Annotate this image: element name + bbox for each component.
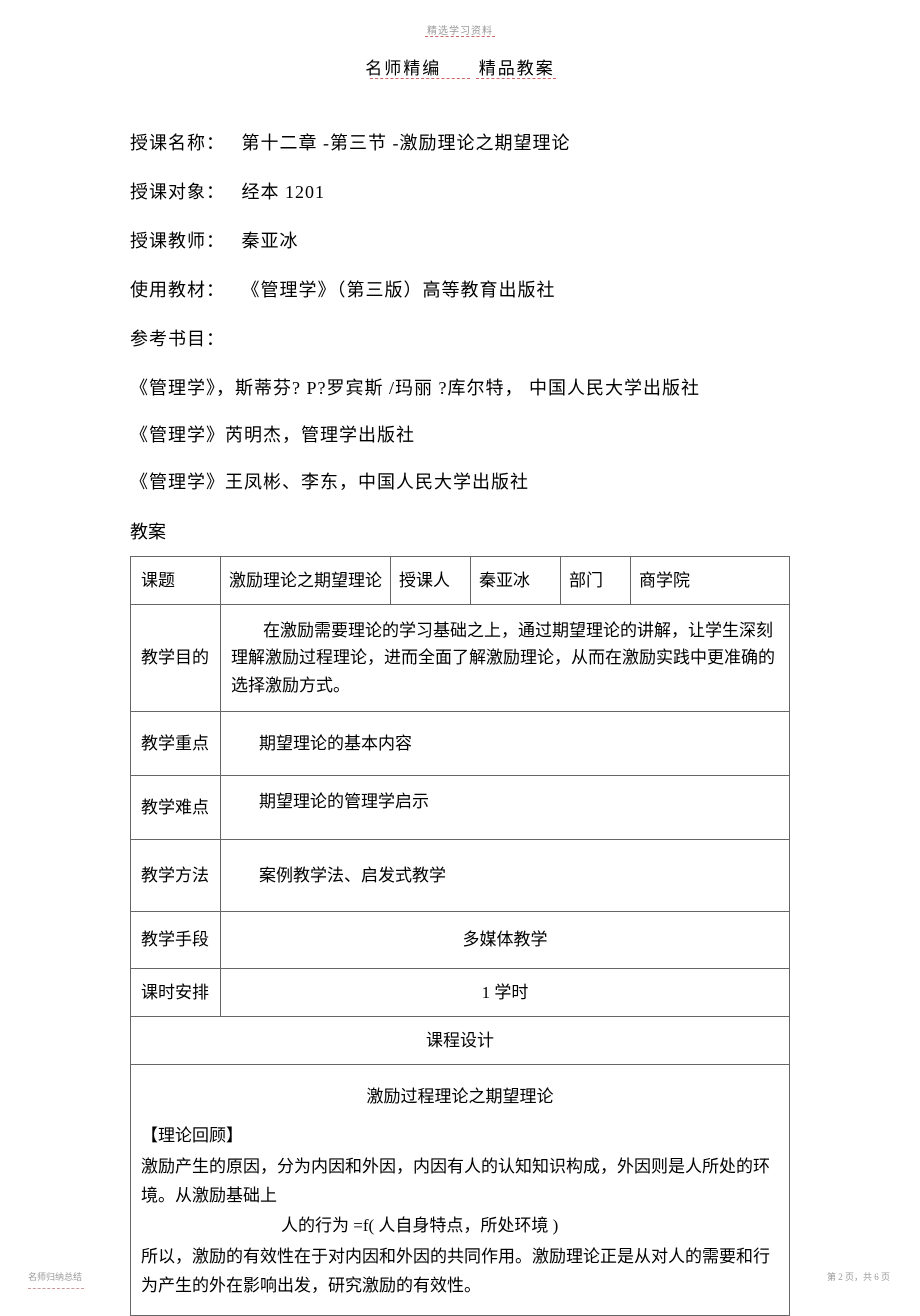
lecture-teacher-value: 秦亚冰 — [242, 231, 299, 251]
means-value-cell: 多媒体教学 — [221, 912, 790, 968]
objective-label-cell: 教学目的 — [131, 605, 221, 712]
body-section-label: 【理论回顾】 — [141, 1122, 779, 1151]
keypoint-label-cell: 教学重点 — [131, 711, 221, 775]
difficulty-label-cell: 教学难点 — [131, 775, 221, 839]
keypoint-value-cell: 期望理论的基本内容 — [221, 711, 790, 775]
table-row: 课题 激励理论之期望理论 授课人 秦亚冰 部门 商学院 — [131, 557, 790, 605]
instructor-label-cell: 授课人 — [391, 557, 471, 605]
top-watermark: 精选学习资料 — [427, 22, 493, 37]
course-design-header: 课程设计 — [131, 1016, 790, 1064]
instructor-value-cell: 秦亚冰 — [471, 557, 561, 605]
body-title: 激励过程理论之期望理论 — [141, 1083, 779, 1112]
header-right-text: 精品教案 — [479, 59, 555, 78]
lecture-name-row: 授课名称： 第十二章 -第三节 -激励理论之期望理论 — [130, 130, 790, 157]
reference-item: 《管理学》，斯蒂芬? P?罗宾斯 /玛丽 ?库尔特， 中国人民大学出版社 — [130, 375, 790, 402]
textbook-row: 使用教材： 《管理学》（第三版）高等教育出版社 — [130, 277, 790, 304]
body-formula: 人的行为 =f( 人自身特点，所处环境 ) — [281, 1212, 779, 1241]
header-underline-left — [370, 78, 470, 79]
table-row: 课程设计 — [131, 1016, 790, 1064]
course-body: 激励过程理论之期望理论 【理论回顾】 激励产生的原因，分为内因和外因，内因有人的… — [141, 1083, 779, 1301]
method-value-cell: 案例教学法、启发式教学 — [221, 840, 790, 912]
table-row: 课时安排 1 学时 — [131, 968, 790, 1016]
reference-item: 《管理学》芮明杰，管理学出版社 — [130, 422, 790, 449]
lecture-target-label: 授课对象： — [130, 182, 225, 202]
table-row: 激励过程理论之期望理论 【理论回顾】 激励产生的原因，分为内因和外因，内因有人的… — [131, 1064, 790, 1315]
hours-value-cell: 1 学时 — [221, 968, 790, 1016]
method-label-cell: 教学方法 — [131, 840, 221, 912]
course-body-cell: 激励过程理论之期望理论 【理论回顾】 激励产生的原因，分为内因和外因，内因有人的… — [131, 1064, 790, 1315]
textbook-value: 《管理学》（第三版）高等教育出版社 — [242, 280, 556, 300]
lecture-name-value: 第十二章 -第三节 -激励理论之期望理论 — [242, 133, 571, 153]
lecture-name-label: 授课名称： — [130, 133, 225, 153]
lesson-plan-table: 课题 激励理论之期望理论 授课人 秦亚冰 部门 商学院 教学目的 在激励需要理论… — [130, 556, 790, 1316]
page-header: 名师精编 精品教案 — [365, 54, 555, 79]
lecture-target-row: 授课对象： 经本 1201 — [130, 179, 790, 206]
topic-label-cell: 课题 — [131, 557, 221, 605]
body-paragraph: 所以，激励的有效性在于对内因和外因的共同作用。激励理论正是从对人的需要和行为产生… — [141, 1243, 779, 1301]
header-left-text: 名师精编 — [365, 59, 441, 78]
body-paragraph: 激励产生的原因，分为内因和外因，内因有人的认知知识构成，外因则是人所处的环境。从… — [141, 1153, 779, 1211]
means-label-cell: 教学手段 — [131, 912, 221, 968]
table-row: 教学方法 案例教学法、启发式教学 — [131, 840, 790, 912]
dept-label-cell: 部门 — [561, 557, 631, 605]
lecture-teacher-row: 授课教师： 秦亚冰 — [130, 228, 790, 255]
top-watermark-underline — [425, 36, 495, 37]
reference-item: 《管理学》王凤彬、李东，中国人民大学出版社 — [130, 469, 790, 496]
hours-label-cell: 课时安排 — [131, 968, 221, 1016]
table-row: 教学难点 期望理论的管理学启示 — [131, 775, 790, 839]
header-underline-right — [476, 78, 556, 79]
dept-value-cell: 商学院 — [631, 557, 790, 605]
objective-text: 在激励需要理论的学习基础之上，通过期望理论的讲解，让学生深刻理解激励过程理论，进… — [231, 617, 779, 699]
difficulty-value-cell: 期望理论的管理学启示 — [221, 775, 790, 839]
reference-label: 参考书目： — [130, 326, 790, 353]
footer-page-number: 第 2 页，共 6 页 — [827, 1270, 890, 1283]
topic-value-cell: 激励理论之期望理论 — [221, 557, 391, 605]
lecture-teacher-label: 授课教师： — [130, 231, 225, 251]
footer-left-text: 名师归纳总结 — [28, 1270, 82, 1283]
table-row: 教学手段 多媒体教学 — [131, 912, 790, 968]
objective-value-cell: 在激励需要理论的学习基础之上，通过期望理论的讲解，让学生深刻理解激励过程理论，进… — [221, 605, 790, 712]
footer-left-underline — [28, 1288, 84, 1289]
table-row: 教学目的 在激励需要理论的学习基础之上，通过期望理论的讲解，让学生深刻理解激励过… — [131, 605, 790, 712]
table-row: 教学重点 期望理论的基本内容 — [131, 711, 790, 775]
textbook-label: 使用教材： — [130, 280, 225, 300]
plan-label: 教案 — [130, 518, 790, 544]
document-content: 授课名称： 第十二章 -第三节 -激励理论之期望理论 授课对象： 经本 1201… — [130, 130, 790, 1316]
lecture-target-value: 经本 1201 — [242, 182, 326, 202]
